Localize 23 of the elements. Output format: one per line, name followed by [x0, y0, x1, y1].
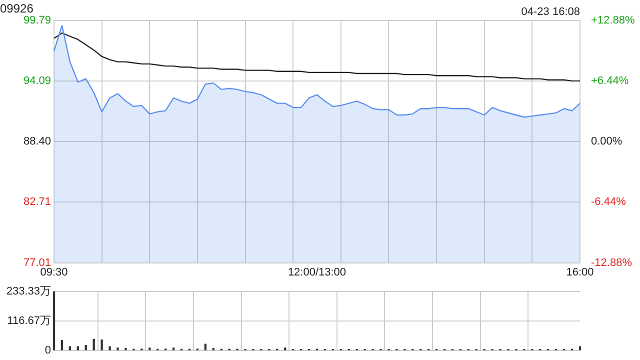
y-tick-label: 233.33万: [6, 286, 51, 298]
bar: [108, 346, 111, 350]
y2-tick-label: +12.88%: [591, 14, 635, 26]
y-tick-label: 88.40: [23, 136, 51, 148]
text: 04-23 16:08: [521, 6, 580, 18]
y2-tick-label: 0.00%: [591, 136, 622, 148]
y-tick-label: 82.71: [23, 196, 51, 208]
bar: [92, 338, 95, 350]
y-tick-label: 77.01: [23, 256, 51, 269]
chart-title: 09926: [0, 2, 34, 16]
y-tick-label: 116.67万: [7, 315, 51, 328]
y-tick-label: 94.09: [23, 75, 51, 88]
y2-tick-label: -6.44%: [591, 196, 626, 208]
bar: [100, 339, 103, 350]
x-tick-label: 12:00/13:00: [288, 266, 346, 278]
bar: [60, 340, 64, 350]
y2-tick-label: -12.88%: [591, 256, 632, 269]
y-tick-label: 99.79: [23, 14, 51, 26]
y2-tick-label: +6.44%: [591, 75, 629, 88]
y-tick-label: 0: [44, 344, 51, 356]
bar: [116, 348, 119, 350]
x-tick-label: 16:00: [566, 266, 594, 278]
x-tick-label: 09:30: [40, 266, 68, 278]
